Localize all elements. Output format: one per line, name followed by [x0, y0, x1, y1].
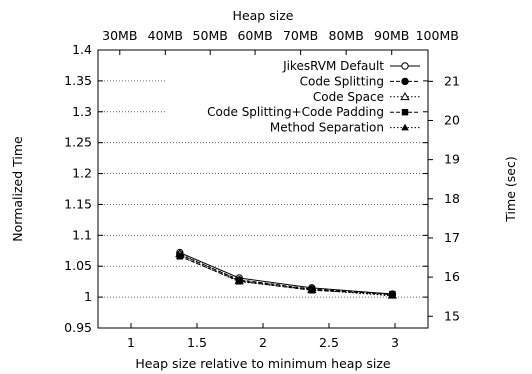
y2-tick-label: 19 — [444, 152, 460, 167]
legend-marker — [401, 62, 409, 70]
series-line-1 — [179, 252, 393, 295]
y-tick-label: 1.3 — [72, 104, 92, 119]
series-lines — [179, 252, 393, 297]
series-line-2 — [179, 254, 393, 296]
x2-tick-label: 80MB — [329, 28, 364, 43]
x2-tick-label: 70MB — [283, 28, 318, 43]
x-tick-label: 1 — [127, 335, 135, 350]
y-axis-title: Normalized Time — [10, 136, 25, 242]
y-tick-label: 1.05 — [64, 258, 92, 273]
y-tick-label: 1.35 — [64, 73, 92, 88]
y-tick-label: 0.95 — [64, 320, 92, 335]
y-tick-label: 1.15 — [64, 196, 92, 211]
x-tick-label: 2.5 — [319, 335, 339, 350]
legend-label: Method Separation — [270, 121, 384, 135]
y-tick-label: 1.25 — [64, 135, 92, 150]
series-line-5 — [179, 255, 393, 297]
data-point — [308, 285, 316, 293]
legend-marker — [401, 123, 409, 131]
x2-tick-label: 100MB — [416, 28, 459, 43]
y2-tick-label: 16 — [444, 269, 460, 284]
y2-tick-label: 15 — [444, 308, 460, 323]
grid-lines — [98, 80, 428, 298]
x-axis-title: Heap size relative to minimum heap size — [135, 356, 391, 371]
series-line-4 — [179, 255, 393, 295]
legend-label: Code Splitting+Code Padding — [207, 105, 384, 119]
y2-axis-title: Time (sec) — [503, 156, 518, 222]
x-tick-label: 3 — [391, 335, 399, 350]
x2-tick-label: 50MB — [193, 28, 228, 43]
axis-ticks: 0.95 1 1.05 1.1 1.15 1.2 1.25 1.3 1.35 1.4 15 16 17 1… — [64, 28, 460, 350]
legend-marker — [400, 91, 410, 101]
legend-label: Code Space — [313, 90, 384, 104]
data-point — [176, 251, 184, 259]
legend-label: Code Splitting — [300, 74, 384, 88]
x2-axis-title: Heap size — [233, 8, 294, 23]
legend-marker — [401, 109, 409, 116]
legend-label: JikesRVM Default — [282, 59, 384, 73]
x2-tick-label: 60MB — [237, 28, 272, 43]
x2-tick-label: 30MB — [102, 28, 137, 43]
y2-tick-label: 17 — [444, 230, 460, 245]
y-tick-label: 1 — [84, 289, 92, 304]
x2-tick-label: 90MB — [374, 28, 409, 43]
x-tick-label: 1.5 — [187, 335, 207, 350]
legend-marker — [401, 77, 409, 86]
y2-tick-label: 21 — [444, 73, 460, 88]
data-point — [235, 277, 244, 285]
y-tick-label: 1.1 — [72, 227, 92, 242]
data-point — [388, 292, 397, 299]
y-tick-label: 1.4 — [72, 42, 92, 57]
x2-tick-label: 40MB — [148, 28, 183, 43]
series-line-3 — [179, 253, 393, 296]
y2-tick-label: 18 — [444, 191, 460, 206]
series-markers — [175, 248, 398, 299]
y-tick-label: 1.2 — [72, 166, 92, 181]
y2-tick-label: 20 — [444, 112, 460, 127]
x-tick-label: 2 — [259, 335, 267, 350]
